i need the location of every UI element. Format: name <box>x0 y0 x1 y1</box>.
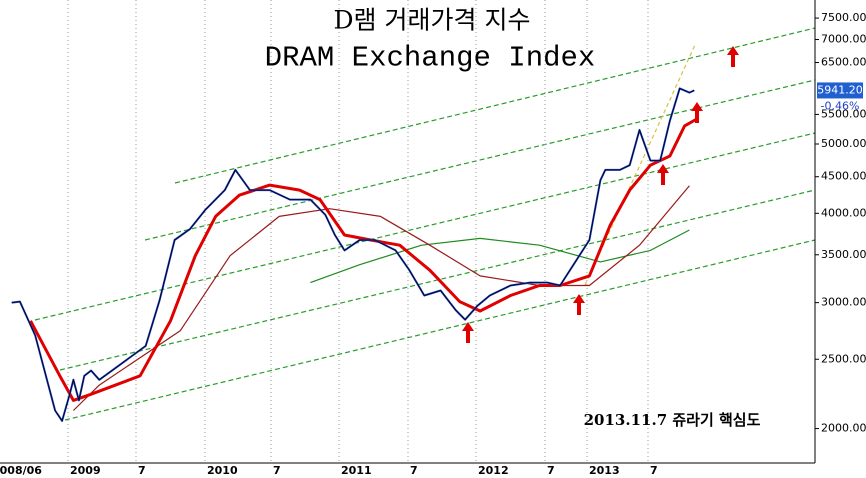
x-tick-label: 2013 <box>589 464 620 477</box>
chart-subtitle: DRAM Exchange Index <box>265 42 596 75</box>
y-tick-label: 3500.00 <box>821 248 866 261</box>
x-tick-label: 7 <box>138 464 146 477</box>
y-tick-label: 3000.00 <box>821 296 866 309</box>
last-value-label: 5941.20 <box>817 83 863 96</box>
y-tick-label: 4000.00 <box>821 206 866 219</box>
arrow <box>657 164 669 185</box>
arrow <box>727 46 739 67</box>
arrows <box>462 46 739 343</box>
y-tick-label: 2000.00 <box>821 422 866 435</box>
channel-line <box>144 79 816 241</box>
series-line <box>310 229 690 284</box>
y-tick-label: 2500.00 <box>821 352 866 365</box>
annotation: 2013.11.7 쥬라기 핵심도 <box>584 411 761 429</box>
channel-line <box>174 27 816 184</box>
y-tick-label: 5500.00 <box>821 107 866 120</box>
x-tick-label: 2008/06 <box>0 464 42 477</box>
x-tick-label: 2010 <box>207 464 238 477</box>
x-tick-label: 2012 <box>478 464 509 477</box>
series-line <box>72 185 690 411</box>
x-tick-label: 7 <box>273 464 281 477</box>
plot-area <box>11 0 698 463</box>
chart-title: D램 거래가격 지수 <box>334 6 531 35</box>
series-line-core <box>11 87 695 422</box>
y-tick-label: 7000.00 <box>821 33 866 46</box>
x-tick-label: 7 <box>650 464 658 477</box>
y-tick-label: 4500.00 <box>821 170 866 183</box>
channel-line <box>64 239 816 421</box>
x-tick-label: 2011 <box>341 464 372 477</box>
change-label: -0.46% <box>821 99 860 112</box>
series-line <box>29 117 698 402</box>
x-tick-label: 2009 <box>70 464 101 477</box>
last-value-box <box>817 82 863 99</box>
y-tick-label: 5000.00 <box>821 137 866 150</box>
channel-lines <box>34 27 816 421</box>
arrow <box>691 102 703 123</box>
arrow <box>462 322 474 343</box>
y-tick-label: 6500.00 <box>821 56 866 69</box>
arrow <box>573 294 585 315</box>
x-tick-label: 7 <box>410 464 418 477</box>
x-tick-label: 7 <box>547 464 555 477</box>
channel-line <box>34 132 816 321</box>
series-line <box>11 87 695 422</box>
y-tick-label: 7500.00 <box>821 11 866 24</box>
